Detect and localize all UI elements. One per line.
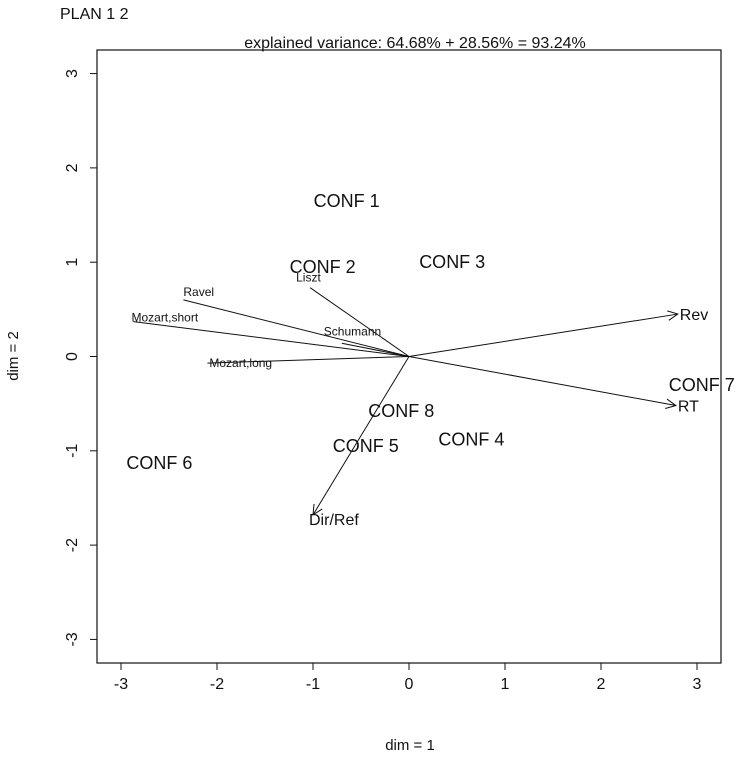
vector-line — [312, 356, 410, 516]
points-layer: CONF 1 CONF 2 CONF 3 CONF 4 CONF 5 CONF 6 CONF… — [126, 191, 734, 473]
point-label: CONF 7 — [669, 375, 735, 395]
x-tick-label: 2 — [597, 676, 606, 693]
vector-label: Dir/Ref — [309, 512, 359, 529]
vector-label: Ravel — [183, 285, 214, 299]
y-tick-label: 1 — [64, 258, 81, 267]
point-label: CONF 1 — [314, 191, 380, 211]
vector-line — [408, 313, 678, 357]
point-label: CONF 8 — [368, 401, 434, 421]
vector-arrowhead — [665, 398, 678, 409]
x-axis-label: dim = 1 — [385, 737, 435, 754]
y-tick-label: 2 — [64, 163, 81, 172]
x-tick-label: -1 — [306, 676, 320, 693]
x-tick-label: -3 — [114, 676, 128, 693]
vector-label: Rev — [680, 307, 708, 324]
point-label: CONF 4 — [438, 429, 504, 449]
x-tick-label: -2 — [210, 676, 224, 693]
x-tick-label: 0 — [405, 676, 414, 693]
point-label: CONF 6 — [126, 453, 192, 473]
point-label: CONF 2 — [290, 257, 356, 277]
vector-line — [207, 356, 410, 364]
vector-label: Mozart,short — [131, 311, 198, 325]
vector-label: RT — [678, 399, 699, 416]
y-tick-label: 3 — [64, 69, 81, 78]
point-label: CONF 3 — [419, 252, 485, 272]
x-axis: -3 -2 -1 0 1 2 3 — [114, 663, 702, 693]
vectors-layer: Rev RT Dir/Ref Ravel Mozart,short Mozart,long… — [131, 271, 708, 529]
x-tick-label: 1 — [501, 676, 510, 693]
vector-arrowhead — [667, 310, 679, 321]
vector-arrowhead — [312, 503, 323, 516]
vector-line — [183, 299, 410, 357]
point-label: CONF 5 — [333, 436, 399, 456]
x-tick-label: 3 — [693, 676, 702, 693]
vector-line — [133, 321, 410, 357]
y-tick-label: -1 — [64, 444, 81, 458]
vector-label: Schumann — [324, 324, 381, 338]
vector-line — [408, 356, 676, 407]
vector-line — [309, 287, 410, 357]
vector-line — [341, 342, 410, 357]
vector-label: Liszt — [296, 271, 321, 285]
page-title: PLAN 1 2 — [60, 6, 129, 23]
chart-subtitle: explained variance: 64.68% + 28.56% = 93… — [244, 35, 586, 52]
y-tick-label: -3 — [64, 632, 81, 646]
y-tick-label: 0 — [64, 352, 81, 361]
vector-label: Mozart,long — [209, 356, 272, 370]
y-axis: -3 -2 -1 0 1 2 3 — [64, 69, 97, 647]
y-tick-label: -2 — [64, 538, 81, 552]
y-axis-label: dim = 2 — [5, 331, 22, 381]
